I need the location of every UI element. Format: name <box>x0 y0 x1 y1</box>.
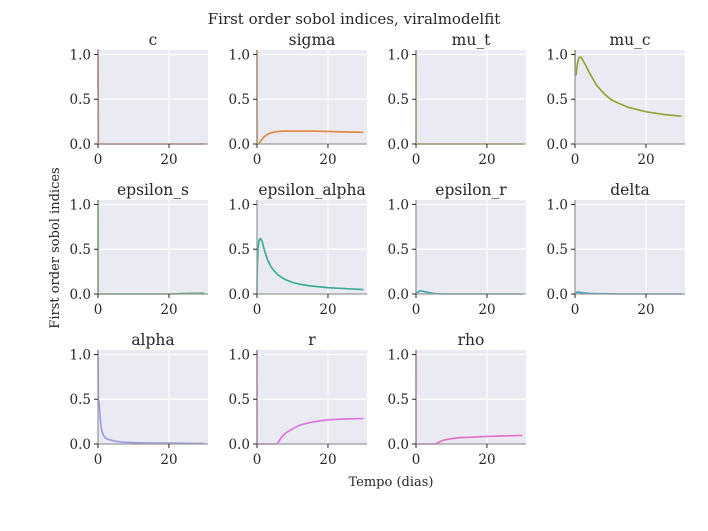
x-axis-label: Tempo (dias) <box>348 475 433 490</box>
y-tick-label: 1.0 <box>388 347 409 363</box>
plot-background <box>416 200 526 294</box>
subplot-title: alpha <box>131 331 174 349</box>
subplot-title: epsilon_alpha <box>258 181 365 199</box>
y-tick-label: 0.0 <box>547 137 568 153</box>
y-tick-label: 0.5 <box>388 92 409 108</box>
figure-title: First order sobol indices, viralmodelfit <box>208 10 501 28</box>
series-line <box>574 49 682 118</box>
plot-background <box>257 50 367 144</box>
subplot-epsilon-r: 0.0 0.5 1.0 0 20 epsilon_r <box>388 181 526 318</box>
y-tick-label: 1.0 <box>547 47 568 63</box>
y-tick-label: 1.0 <box>229 347 250 363</box>
y-tick-label: 0.0 <box>70 437 91 453</box>
subplot-title: epsilon_r <box>435 181 507 199</box>
subplot-title: epsilon_s <box>117 181 189 199</box>
x-tick-label: 0 <box>253 152 262 168</box>
subplot-sigma: 0.0 0.5 1.0 0 20 sigma <box>229 31 367 168</box>
plot-background <box>575 200 685 294</box>
y-tick-label: 0.0 <box>229 287 250 303</box>
subplot-title: r <box>308 331 316 349</box>
x-tick-label: 0 <box>94 452 103 468</box>
plot-background <box>257 200 367 294</box>
x-tick-label: 0 <box>253 452 262 468</box>
y-tick-label: 0.0 <box>547 287 568 303</box>
subplot-mu-t: 0.0 0.5 1.0 0 20 mu_t <box>388 31 526 168</box>
x-tick-label: 20 <box>319 152 336 168</box>
y-tick-label: 0.0 <box>229 437 250 453</box>
y-tick-label: 1.0 <box>547 197 568 213</box>
y-tick-label: 1.0 <box>70 47 91 63</box>
x-tick-label: 0 <box>94 152 103 168</box>
subplot-alpha: 0.0 0.5 1.0 0 20 alpha <box>70 331 208 468</box>
y-tick-label: 0.0 <box>70 287 91 303</box>
x-tick-label: 20 <box>160 452 177 468</box>
y-tick-label: 0.0 <box>388 137 409 153</box>
y-tick-label: 0.0 <box>229 137 250 153</box>
subplot-title: mu_t <box>452 31 491 49</box>
series-line <box>256 237 364 295</box>
y-tick-label: 0.5 <box>229 92 250 108</box>
subplot-mu-c: 0.0 0.5 1.0 0 20 mu_c <box>547 31 685 168</box>
y-tick-label: 1.0 <box>388 197 409 213</box>
plot-background <box>416 350 526 444</box>
y-tick-label: 0.0 <box>388 287 409 303</box>
y-tick-label: 0.5 <box>70 392 91 408</box>
y-tick-label: 0.5 <box>229 242 250 258</box>
x-tick-label: 0 <box>412 302 421 318</box>
y-tick-label: 0.5 <box>547 92 568 108</box>
plot-background <box>416 50 526 144</box>
x-tick-label: 20 <box>319 452 336 468</box>
y-tick-label: 0.5 <box>388 242 409 258</box>
y-tick-label: 0.5 <box>70 92 91 108</box>
plot-background <box>575 50 685 144</box>
subplot-epsilon-alpha: 0.0 0.5 1.0 0 20 epsilon_alpha <box>229 181 367 318</box>
y-tick-label: 1.0 <box>388 47 409 63</box>
y-tick-label: 1.0 <box>70 197 91 213</box>
x-tick-label: 20 <box>160 152 177 168</box>
subplot-title: sigma <box>289 31 336 49</box>
y-tick-label: 1.0 <box>70 347 91 363</box>
y-tick-label: 1.0 <box>229 47 250 63</box>
plot-background <box>98 200 208 294</box>
x-tick-label: 20 <box>478 302 495 318</box>
x-tick-label: 20 <box>637 302 654 318</box>
x-tick-label: 0 <box>571 152 580 168</box>
subplot-epsilon-s: 0.0 0.5 1.0 0 20 epsilon_s <box>70 181 208 318</box>
x-tick-label: 0 <box>253 302 262 318</box>
subplot-title: c <box>149 31 158 49</box>
plot-background <box>98 350 208 444</box>
y-tick-label: 1.0 <box>229 197 250 213</box>
x-tick-label: 20 <box>637 152 654 168</box>
plot-background <box>257 350 367 444</box>
subplot-c: 0.0 0.5 1.0 0 20 c <box>70 31 208 168</box>
y-tick-label: 0.5 <box>547 242 568 258</box>
y-axis-label: First order sobol indices <box>48 167 63 328</box>
y-tick-label: 0.5 <box>229 392 250 408</box>
y-tick-label: 0.5 <box>70 242 91 258</box>
x-tick-label: 0 <box>412 452 421 468</box>
subplot-title: delta <box>610 181 650 199</box>
x-tick-label: 20 <box>478 152 495 168</box>
x-tick-label: 0 <box>94 302 103 318</box>
x-tick-label: 20 <box>319 302 336 318</box>
series-line <box>97 349 205 445</box>
subplot-delta: 0.0 0.5 1.0 0 20 delta <box>547 181 685 318</box>
y-tick-label: 0.5 <box>388 392 409 408</box>
y-tick-label: 0.0 <box>388 437 409 453</box>
x-tick-label: 20 <box>478 452 495 468</box>
subplot-title: rho <box>458 331 485 349</box>
subplot-rho: 0.0 0.5 1.0 0 20 rho <box>388 331 526 468</box>
subplot-title: mu_c <box>609 31 650 49</box>
x-tick-label: 20 <box>160 302 177 318</box>
x-tick-label: 0 <box>571 302 580 318</box>
plot-background <box>98 50 208 144</box>
y-tick-label: 0.0 <box>70 137 91 153</box>
x-tick-label: 0 <box>412 152 421 168</box>
subplot-r: 0.0 0.5 1.0 0 20 r <box>229 331 367 468</box>
